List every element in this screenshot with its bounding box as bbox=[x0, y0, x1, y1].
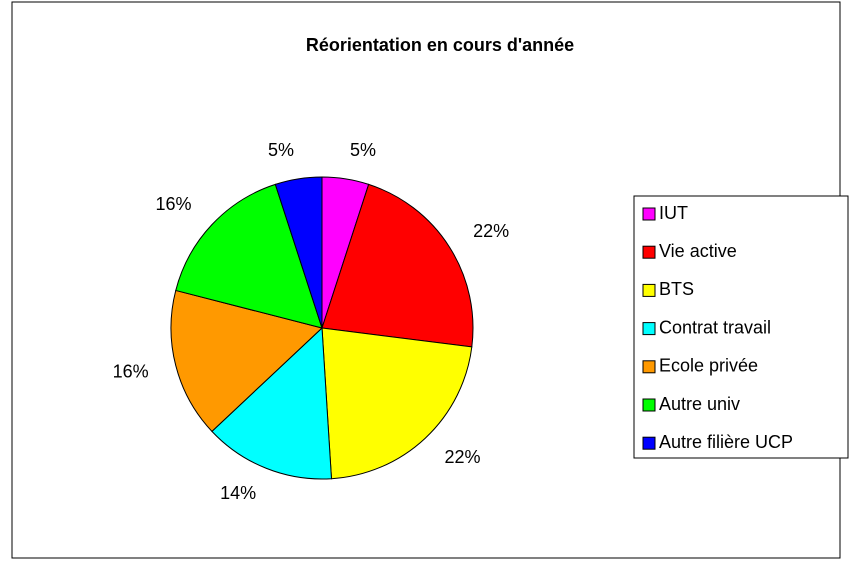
data-label: 22% bbox=[445, 447, 481, 467]
legend-label: Ecole privée bbox=[659, 356, 758, 376]
legend-swatch bbox=[642, 436, 656, 450]
pie-slice bbox=[321, 183, 474, 348]
legend-swatch bbox=[642, 283, 656, 297]
legend-box bbox=[633, 195, 849, 459]
legend-swatch bbox=[642, 207, 656, 221]
pie-slice bbox=[321, 327, 473, 480]
pie-slice bbox=[274, 176, 323, 329]
legend-swatch bbox=[642, 360, 656, 374]
legend-label: IUT bbox=[659, 203, 688, 223]
legend-label: Vie active bbox=[659, 241, 737, 261]
legend-label: Autre filière UCP bbox=[659, 432, 793, 452]
data-label: 16% bbox=[113, 361, 149, 381]
legend-label: BTS bbox=[659, 279, 694, 299]
pie-slice bbox=[170, 289, 324, 433]
chart-title: Réorientation en cours d'année bbox=[306, 35, 574, 55]
data-label: 16% bbox=[155, 194, 191, 214]
data-label: 14% bbox=[220, 483, 256, 503]
data-label: 5% bbox=[268, 140, 294, 160]
data-label: 22% bbox=[473, 221, 509, 241]
data-label: 5% bbox=[350, 140, 376, 160]
pie-slice bbox=[175, 183, 323, 329]
legend-label: Contrat travail bbox=[659, 317, 771, 337]
legend-swatch bbox=[642, 398, 656, 412]
legend-swatch bbox=[642, 322, 656, 336]
legend-label: Autre univ bbox=[659, 394, 740, 414]
legend-swatch bbox=[642, 245, 656, 259]
pie-slice bbox=[211, 326, 333, 480]
